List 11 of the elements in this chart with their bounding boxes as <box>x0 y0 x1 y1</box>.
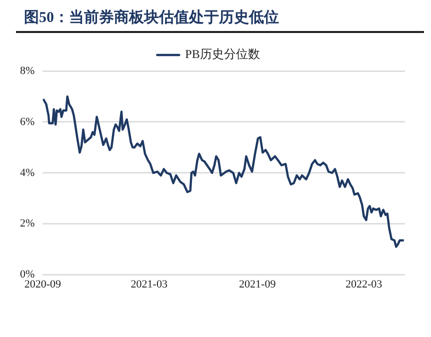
y-tick-label: 4% <box>20 166 35 179</box>
chart-title: 图50：当前券商板块估值处于历史低位 <box>16 8 424 33</box>
legend-label: PB历史分位数 <box>185 47 260 62</box>
y-tick-label: 0% <box>20 268 35 281</box>
y-tick-label: 8% <box>20 64 35 77</box>
x-tick-label: 2020-09 <box>24 278 62 290</box>
y-tick-label: 2% <box>20 218 35 230</box>
x-tick-label: 2021-03 <box>130 278 168 290</box>
x-tick-label: 2022-03 <box>345 278 383 290</box>
x-tick-label: 2021-09 <box>239 278 276 290</box>
y-tick-label: 6% <box>20 116 35 128</box>
